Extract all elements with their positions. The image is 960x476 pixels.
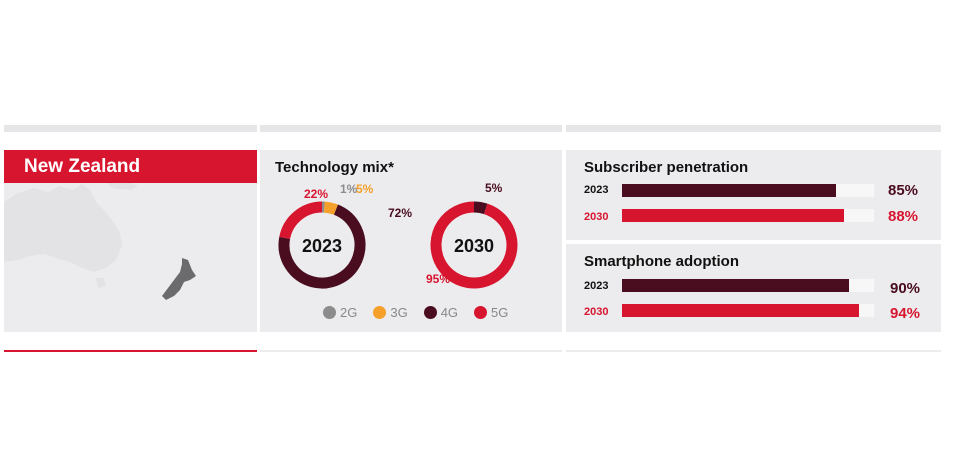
legend-item-2g: 2G bbox=[323, 305, 357, 320]
legend-label-3g: 3G bbox=[390, 305, 408, 320]
legend-item-5g: 5G bbox=[474, 305, 508, 320]
donut-2023-label-3g: 5% bbox=[356, 182, 374, 196]
top-strip-middle bbox=[260, 125, 562, 132]
technology-legend: 2G 3G 4G 5G bbox=[323, 305, 508, 320]
smart-bar-label-2030: 2030 bbox=[584, 306, 609, 318]
bottom-line-right bbox=[566, 350, 941, 352]
smartphone-adoption-title: Smartphone adoption bbox=[584, 253, 739, 270]
map-icon bbox=[4, 178, 196, 300]
legend-label-4g: 4G bbox=[440, 305, 459, 320]
sub-bar-track-2023 bbox=[622, 184, 874, 197]
legend-dot-2g bbox=[323, 306, 336, 319]
smart-bar-value-2030: 94% bbox=[890, 305, 921, 322]
technology-mix-panel: Technology mix* 1% 5% 72% 22% 2023 5% 95% 2030 … bbox=[260, 150, 562, 332]
bottom-accent-line bbox=[4, 350, 257, 352]
legend-label-5g: 5G bbox=[491, 305, 509, 320]
australia-shape bbox=[4, 184, 122, 272]
donut-2030-slice-4g bbox=[473, 201, 488, 215]
legend-dot-3g bbox=[373, 306, 387, 319]
legend-item-4g: 4G bbox=[423, 305, 459, 320]
donut-2030-label-5g: 95% bbox=[426, 272, 450, 286]
legend-item-3g: 3G bbox=[373, 305, 408, 320]
smartphone-adoption-panel: Smartphone adoption 2023 90% 2030 94% bbox=[566, 244, 941, 332]
donut-2023-slice-4g bbox=[278, 204, 366, 289]
sub-bar-2030 bbox=[622, 209, 844, 222]
smart-bar-track-2023 bbox=[622, 279, 874, 292]
country-name: New Zealand bbox=[24, 156, 141, 177]
sub-bar-value-2023: 85% bbox=[888, 182, 919, 199]
smart-bar-track-2030 bbox=[622, 304, 874, 317]
donut-2023-label-5g: 22% bbox=[304, 187, 328, 201]
donut-2023-slice-5g bbox=[279, 201, 323, 240]
donut-2023-label-2g: 1% bbox=[340, 182, 358, 196]
legend-dot-4g bbox=[423, 306, 437, 319]
new-zealand-shape bbox=[162, 258, 196, 300]
tasmania-shape bbox=[96, 278, 106, 288]
smart-bar-label-2023: 2023 bbox=[584, 280, 609, 292]
smart-bar-2023 bbox=[622, 279, 849, 292]
smart-bar-2030 bbox=[622, 304, 859, 317]
sub-bar-label-2030: 2030 bbox=[584, 211, 609, 223]
subscriber-penetration-title: Subscriber penetration bbox=[584, 159, 749, 176]
donut-2023-slice-3g bbox=[323, 201, 339, 215]
legend-dot-5g bbox=[474, 306, 488, 319]
donut-2030-label-4g: 5% bbox=[485, 181, 503, 195]
bottom-line-middle bbox=[260, 350, 562, 352]
sub-bar-value-2030: 88% bbox=[888, 208, 919, 225]
sub-bar-track-2030 bbox=[622, 209, 874, 222]
country-header: New Zealand bbox=[4, 150, 257, 183]
subscriber-penetration-panel: Subscriber penetration 2023 85% 2030 88% bbox=[566, 150, 941, 240]
sub-bar-label-2023: 2023 bbox=[584, 184, 609, 196]
top-strip-left bbox=[4, 125, 257, 132]
donut-2030-slice-5g bbox=[430, 201, 518, 289]
donut-center-label-2023: 2023 bbox=[302, 236, 342, 256]
legend-label-2g: 2G bbox=[340, 305, 358, 320]
top-strip-right bbox=[566, 125, 941, 132]
sub-bar-2023 bbox=[622, 184, 837, 197]
technology-mix-title: Technology mix* bbox=[275, 159, 394, 176]
smart-bar-value-2023: 90% bbox=[890, 280, 921, 297]
donut-2023-label-4g: 72% bbox=[388, 206, 412, 220]
donut-center-label-2030: 2030 bbox=[454, 236, 494, 256]
